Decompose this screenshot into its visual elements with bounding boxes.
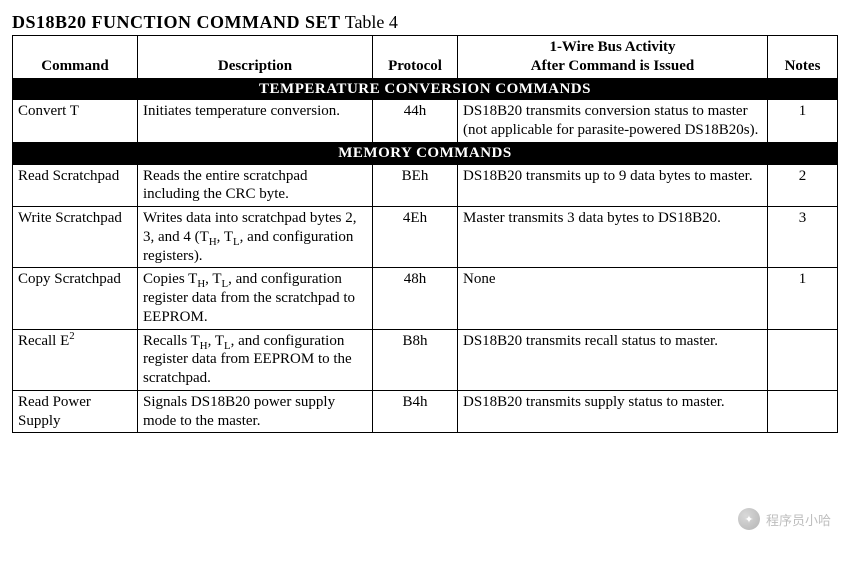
col-protocol: Protocol — [373, 36, 458, 79]
cell-activity: Master transmits 3 data bytes to DS18B20… — [458, 207, 768, 268]
cell-activity: None — [458, 268, 768, 329]
wechat-icon: ✦ — [738, 508, 760, 530]
cell-notes: 1 — [768, 100, 838, 143]
cell-activity: DS18B20 transmits conversion status to m… — [458, 100, 768, 143]
title-bold: DS18B20 FUNCTION COMMAND SET — [12, 12, 341, 32]
table-row: Read Power SupplySignals DS18B20 power s… — [13, 390, 838, 433]
cell-activity: DS18B20 transmits recall status to maste… — [458, 329, 768, 390]
cell-protocol: B8h — [373, 329, 458, 390]
section-header-row: TEMPERATURE CONVERSION COMMANDS — [13, 78, 838, 100]
table-header-row: Command Description Protocol 1-Wire Bus … — [13, 36, 838, 79]
cell-command: Read Power Supply — [13, 390, 138, 433]
cell-description: Initiates temperature conversion. — [138, 100, 373, 143]
col-notes: Notes — [768, 36, 838, 79]
cell-protocol: 48h — [373, 268, 458, 329]
cell-protocol: 4Eh — [373, 207, 458, 268]
cell-activity: DS18B20 transmits supply status to maste… — [458, 390, 768, 433]
table-row: Read ScratchpadReads the entire scratchp… — [13, 164, 838, 207]
cell-protocol: BEh — [373, 164, 458, 207]
cell-description: Reads the entire scratchpad including th… — [138, 164, 373, 207]
col-description: Description — [138, 36, 373, 79]
cell-protocol: B4h — [373, 390, 458, 433]
cell-description: Copies TH, TL, and configuration registe… — [138, 268, 373, 329]
section-header-row: MEMORY COMMANDS — [13, 142, 838, 164]
col-activity-line1: 1-Wire Bus Activity — [549, 39, 675, 55]
col-command: Command — [13, 36, 138, 79]
cell-command: Recall E2 — [13, 329, 138, 390]
cell-activity: DS18B20 transmits up to 9 data bytes to … — [458, 164, 768, 207]
section-header-label: TEMPERATURE CONVERSION COMMANDS — [13, 78, 838, 100]
cell-notes: 2 — [768, 164, 838, 207]
cell-command: Write Scratchpad — [13, 207, 138, 268]
cell-notes: 3 — [768, 207, 838, 268]
command-table: Command Description Protocol 1-Wire Bus … — [12, 35, 838, 433]
table-row: Recall E2Recalls TH, TL, and configurati… — [13, 329, 838, 390]
cell-notes: 1 — [768, 268, 838, 329]
table-row: Write ScratchpadWrites data into scratch… — [13, 207, 838, 268]
col-activity-line2: After Command is Issued — [531, 58, 694, 74]
cell-description: Signals DS18B20 power supply mode to the… — [138, 390, 373, 433]
cell-command: Convert T — [13, 100, 138, 143]
watermark-text: 程序员小哈 — [766, 510, 831, 529]
cell-command: Read Scratchpad — [13, 164, 138, 207]
col-activity: 1-Wire Bus Activity After Command is Iss… — [458, 36, 768, 79]
cell-protocol: 44h — [373, 100, 458, 143]
watermark: ✦ 程序员小哈 — [738, 508, 831, 530]
cell-command: Copy Scratchpad — [13, 268, 138, 329]
cell-notes — [768, 329, 838, 390]
cell-description: Writes data into scratchpad bytes 2, 3, … — [138, 207, 373, 268]
table-row: Copy ScratchpadCopies TH, TL, and config… — [13, 268, 838, 329]
cell-notes — [768, 390, 838, 433]
section-header-label: MEMORY COMMANDS — [13, 142, 838, 164]
title-plain: Table 4 — [341, 12, 398, 32]
table-row: Convert TInitiates temperature conversio… — [13, 100, 838, 143]
page-title: DS18B20 FUNCTION COMMAND SET Table 4 — [12, 12, 839, 33]
cell-description: Recalls TH, TL, and configuration regist… — [138, 329, 373, 390]
